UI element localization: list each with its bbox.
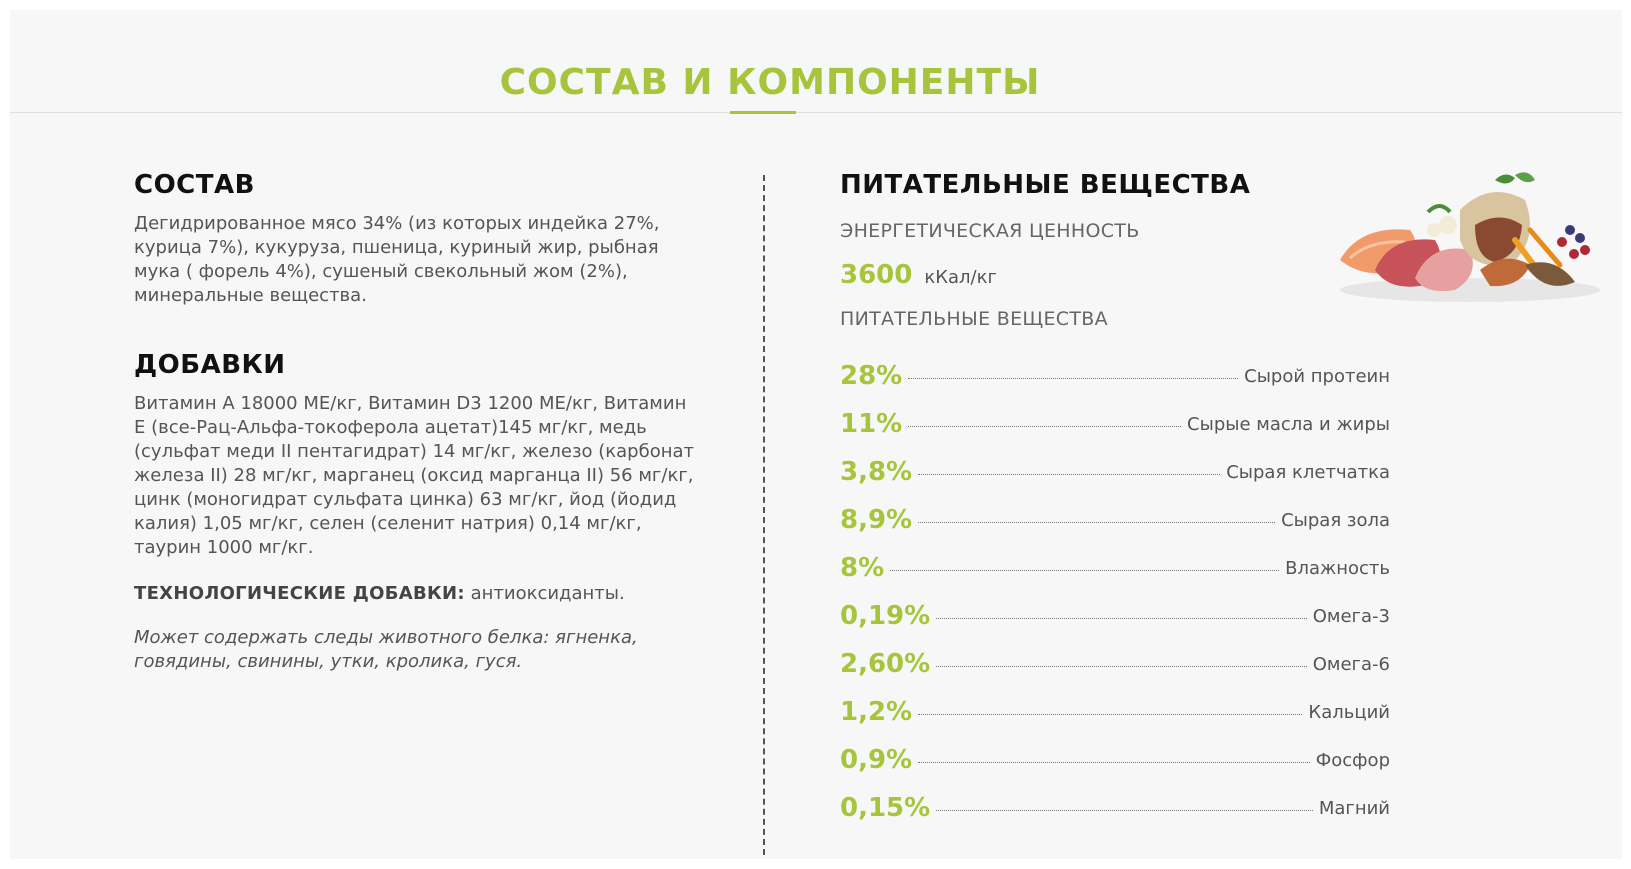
nutrient-row: 28% Сырой протеин: [840, 352, 1390, 400]
nutrient-row: 0,9% Фосфор: [840, 736, 1390, 784]
nutrient-name: Фосфор: [1315, 749, 1390, 771]
energy-row: 3600 кКал/кг: [840, 260, 1400, 290]
nutrient-value: 8,9%: [840, 505, 913, 535]
nutrient-value: 8%: [840, 553, 885, 583]
dotted-leader: [918, 713, 1303, 715]
nutrient-name: Кальций: [1308, 701, 1390, 723]
tech-additives-value: антиоксиданты.: [464, 583, 625, 604]
nutrient-value: 2,60%: [840, 649, 931, 679]
content-panel: СОСТАВ И КОМПОНЕНТЫ СОСТАВ Дегидрированн…: [10, 10, 1622, 859]
dotted-leader: [936, 617, 1307, 619]
dotted-leader: [936, 665, 1307, 667]
nutrient-name: Сырая зола: [1281, 509, 1390, 531]
tech-additives: ТЕХНОЛОГИЧЕСКИЕ ДОБАВКИ: антиоксиданты.: [134, 582, 694, 606]
column-divider: [763, 175, 765, 855]
nutrient-name: Сырой протеин: [1244, 365, 1390, 387]
nutrients-label: ПИТАТЕЛЬНЫЕ ВЕЩЕСТВА: [840, 308, 1108, 330]
nutrient-value: 0,9%: [840, 745, 913, 775]
energy-label: ЭНЕРГЕТИЧЕСКАЯ ЦЕННОСТЬ: [840, 220, 1140, 242]
nutrient-row: 3,8% Сырая клетчатка: [840, 448, 1390, 496]
nutrient-name: Омега-6: [1312, 653, 1390, 675]
composition-heading: СОСТАВ: [134, 170, 255, 200]
additives-text: Витамин А 18000 МЕ/кг, Витамин D3 1200 М…: [134, 393, 695, 558]
nutrient-name: Омега-3: [1312, 605, 1390, 627]
nutrient-value: 11%: [840, 409, 903, 439]
nutrient-value: 1,2%: [840, 697, 913, 727]
nutrient-value: 0,19%: [840, 601, 931, 631]
nutrient-value: 28%: [840, 361, 903, 391]
allergen-note: Может содержать следы животного белка: я…: [134, 627, 638, 672]
energy-value: 3600: [840, 260, 913, 290]
nutrient-row: 1,2% Кальций: [840, 688, 1390, 736]
nutrient-row: 0,15% Магний: [840, 784, 1390, 832]
nutrient-name: Сырая клетчатка: [1226, 461, 1390, 483]
nutrient-row: 8,9% Сырая зола: [840, 496, 1390, 544]
page-title: СОСТАВ И КОМПОНЕНТЫ: [499, 62, 1041, 103]
dotted-leader: [918, 521, 1276, 523]
composition-column: СОСТАВ Дегидрированное мясо 34% (из кото…: [134, 170, 694, 674]
nutrient-name: Сырые масла и жиры: [1187, 413, 1390, 435]
nutrient-value: 0,15%: [840, 793, 931, 823]
nutrient-row: 0,19% Омега-3: [840, 592, 1390, 640]
additives-heading: ДОБАВКИ: [134, 350, 286, 380]
energy-unit: кКал/кг: [924, 267, 997, 288]
dotted-leader: [918, 761, 1310, 763]
nutrient-name: Магний: [1318, 797, 1390, 819]
nutrient-list: 28% Сырой протеин 11% Сырые масла и жиры 3,8…: [840, 352, 1390, 832]
nutrient-name: Влажность: [1285, 557, 1390, 579]
dotted-leader: [908, 425, 1182, 427]
title-accent-bar: [730, 111, 796, 114]
nutrition-heading: ПИТАТЕЛЬНЫЕ ВЕЩЕСТВА: [840, 170, 1251, 200]
dotted-leader: [908, 377, 1239, 379]
composition-text: Дегидрированное мясо 34% (из которых инд…: [134, 213, 660, 306]
nutrition-column: ПИТАТЕЛЬНЫЕ ВЕЩЕСТВА ЭНЕРГЕТИЧЕСКАЯ ЦЕНН…: [840, 170, 1400, 832]
nutrient-row: 8% Влажность: [840, 544, 1390, 592]
dotted-leader: [890, 569, 1280, 571]
nutrient-value: 3,8%: [840, 457, 913, 487]
dotted-leader: [918, 473, 1221, 475]
tech-additives-label: ТЕХНОЛОГИЧЕСКИЕ ДОБАВКИ:: [134, 583, 465, 604]
nutrient-row: 2,60% Омега-6: [840, 640, 1390, 688]
nutrient-row: 11% Сырые масла и жиры: [840, 400, 1390, 448]
title-divider: [10, 112, 1622, 113]
dotted-leader: [936, 809, 1313, 811]
food-ingredients-image: [1340, 172, 1600, 302]
